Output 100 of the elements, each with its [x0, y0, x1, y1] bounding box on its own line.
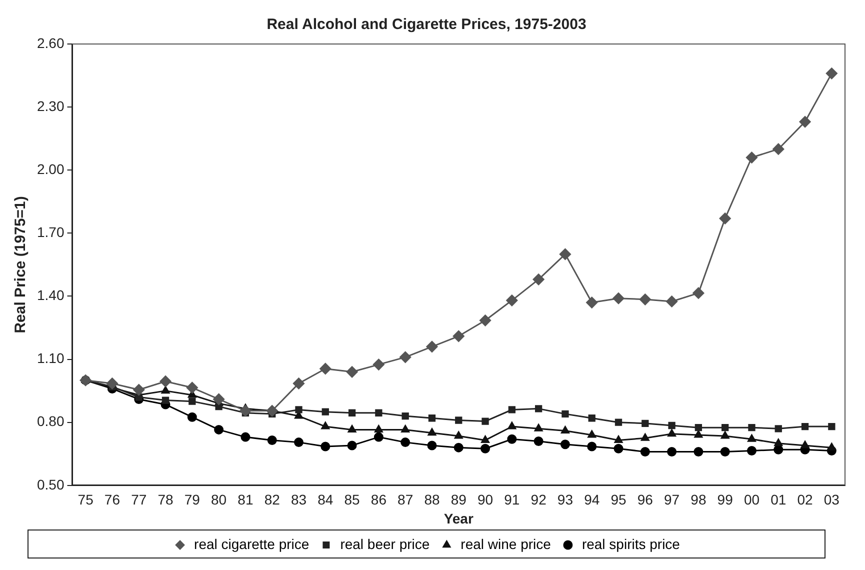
point: [320, 442, 330, 452]
x-tick-label: 98: [690, 492, 706, 508]
x-tick-label: 92: [530, 492, 547, 508]
legend-label: real beer price: [340, 536, 430, 552]
point: [668, 422, 676, 430]
point: [426, 340, 438, 352]
point: [828, 422, 836, 430]
point: [347, 440, 357, 450]
x-tick-label: 78: [158, 492, 174, 508]
point: [295, 406, 302, 414]
x-tick-label: 93: [557, 492, 574, 508]
point: [213, 393, 225, 405]
x-tick-label: 82: [264, 492, 280, 508]
point: [587, 442, 597, 452]
x-tick-label: 87: [398, 492, 414, 508]
point: [348, 424, 356, 432]
point: [374, 424, 383, 432]
point: [507, 434, 517, 444]
point: [800, 440, 810, 448]
point: [240, 432, 250, 442]
point: [772, 143, 784, 155]
point: [692, 287, 704, 299]
point: [508, 406, 516, 414]
y-tick-label: 1.10: [37, 350, 64, 366]
point: [375, 409, 382, 416]
point: [560, 426, 570, 434]
point: [642, 420, 649, 427]
point: [266, 405, 278, 417]
point: [480, 444, 490, 454]
point: [321, 422, 330, 430]
point: [694, 430, 703, 438]
point: [722, 424, 729, 432]
point: [586, 296, 598, 308]
point: [801, 422, 809, 430]
point: [135, 394, 142, 401]
point: [402, 412, 409, 420]
point: [588, 430, 596, 438]
point: [161, 386, 170, 394]
point: [827, 442, 836, 450]
y-axis-title: Real Price (1975=1): [12, 196, 30, 334]
point: [348, 409, 356, 416]
y-tick-label: 1.40: [37, 287, 64, 304]
point: [322, 408, 329, 416]
point: [106, 378, 118, 390]
x-tick-label: 89: [450, 492, 467, 508]
point: [746, 446, 756, 456]
point: [534, 405, 542, 412]
point: [640, 447, 650, 457]
x-tick-label: 85: [344, 492, 360, 508]
point: [292, 378, 304, 390]
point: [372, 358, 384, 370]
legend-label: real spirits price: [582, 536, 680, 552]
x-tick-label: 96: [637, 492, 654, 508]
x-tick-label: 03: [824, 492, 840, 508]
point: [720, 447, 730, 457]
x-tick-label: 95: [610, 492, 626, 508]
point: [774, 444, 784, 454]
x-tick-label: 80: [211, 492, 227, 508]
x-tick-label: 99: [717, 492, 734, 508]
point: [508, 422, 516, 430]
point: [160, 376, 172, 388]
point: [614, 444, 624, 454]
point: [294, 438, 304, 448]
y-tick-label: 0.50: [37, 476, 64, 492]
x-tick-label: 02: [797, 492, 814, 508]
point: [480, 314, 492, 326]
point: [454, 431, 463, 439]
point: [667, 447, 677, 457]
point: [162, 396, 170, 404]
point: [267, 435, 277, 445]
y-tick-label: 1.70: [37, 224, 64, 240]
x-tick-label: 76: [104, 492, 120, 508]
point: [320, 362, 332, 374]
point: [532, 274, 544, 286]
point: [774, 438, 783, 446]
point: [666, 296, 678, 308]
point: [826, 68, 838, 80]
x-tick-label: 00: [744, 492, 760, 508]
point: [133, 384, 145, 396]
x-tick-label: 94: [584, 492, 600, 508]
x-tick-label: 77: [131, 492, 147, 508]
y-tick-label: 2.60: [37, 34, 64, 51]
point: [187, 412, 197, 422]
point: [748, 424, 756, 432]
point: [481, 435, 490, 443]
point: [694, 424, 702, 432]
point: [400, 351, 412, 363]
point: [612, 292, 624, 304]
point: [774, 425, 782, 432]
point: [482, 418, 489, 425]
point: [454, 442, 464, 452]
x-tick-label: 84: [318, 492, 334, 508]
point: [346, 366, 358, 378]
point: [694, 447, 704, 457]
point: [560, 440, 570, 450]
point: [614, 418, 622, 426]
point: [400, 438, 410, 448]
point: [374, 432, 384, 442]
point: [534, 424, 543, 432]
point: [401, 424, 410, 432]
